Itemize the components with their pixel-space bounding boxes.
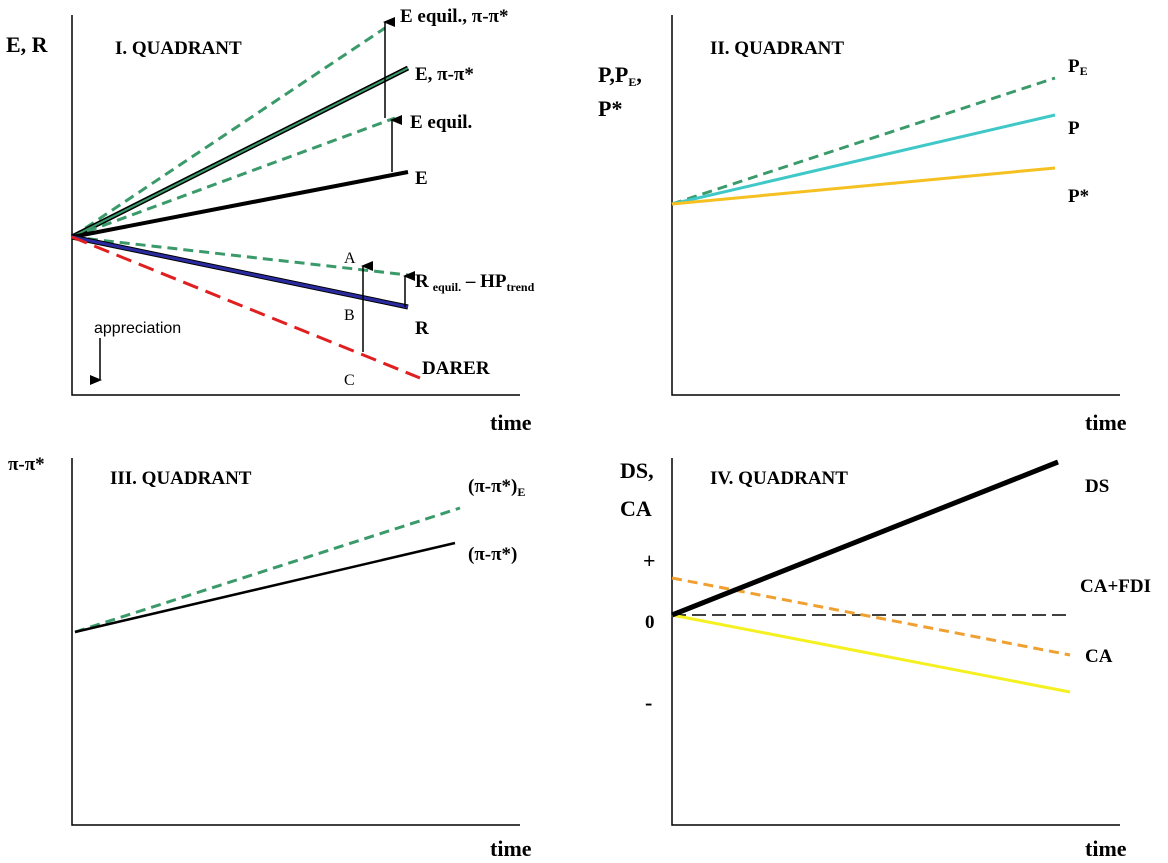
line-label: DS [1085,476,1109,497]
y-axis-label: π-π* [8,454,45,475]
line-label: P [1068,118,1080,139]
line [671,613,1071,694]
line-label: DARER [422,358,490,379]
annotation: appreciation [94,320,181,337]
line-label: (π-π*) [468,544,517,565]
text: P,P [598,62,628,87]
y-axis-label: DS, [620,458,654,483]
subscript: equil. [433,280,461,294]
text: (π-π*) [468,476,517,497]
quadrant-4: DS, CA + 0 - IV. QUADRANT time DS CA+FDI… [620,458,1151,861]
line-label: E, π-π* [415,64,474,85]
subscript: E [628,75,636,89]
line [671,113,1056,206]
axes [71,15,520,396]
line-label: PE [1068,56,1088,78]
line [71,116,396,239]
y-axis-label: P,PE, [598,62,642,89]
axes [671,458,1120,826]
line [71,26,386,239]
axes [71,458,520,826]
line [74,506,461,634]
line [671,76,1056,206]
text: P [1068,56,1080,77]
line [671,166,1056,206]
y-axis-label: CA [620,496,652,521]
text: , [636,62,642,87]
line [74,541,456,634]
axis-mark: 0 [645,612,655,633]
point-label: C [344,372,355,389]
line [71,170,409,239]
axis-mark: + [643,548,656,573]
line-label: R [415,318,429,339]
x-axis-label: time [1085,836,1127,861]
subscript: trend [506,280,534,294]
quadrant-title: II. QUADRANT [710,38,844,59]
text: R [415,271,429,292]
point-label: B [344,307,355,324]
line-label: CA [1085,646,1113,667]
x-axis-label: time [490,836,532,861]
quadrant-2: P,PE, P* II. QUADRANT time PE P P* [598,15,1127,435]
y-axis-label: E, R [6,32,49,57]
line-label: CA+FDI [1080,576,1151,597]
x-axis-label: time [490,410,532,435]
quadrant-1: E, R I. QUADRANT time E equil., π-π* E, … [6,6,535,435]
line [671,459,1059,618]
line-label: E equil., π-π* [400,6,508,27]
axis-mark: - [645,690,652,715]
subscript: E [517,485,525,499]
y-axis-label: P* [598,96,622,121]
x-axis-label: time [1085,410,1127,435]
line [71,235,409,309]
quadrant-title: IV. QUADRANT [710,468,848,489]
quadrant-title: III. QUADRANT [110,468,252,489]
line [71,235,409,277]
quadrant-title: I. QUADRANT [115,38,242,59]
line [71,67,409,238]
quadrant-3: π-π* III. QUADRANT time (π-π*)E (π-π*) [8,454,532,861]
line-label: E equil. [410,112,472,133]
text: – HP [461,271,507,292]
line-label: E [415,168,428,189]
subscript: E [1080,64,1088,78]
axes [671,15,1120,396]
point-label: A [344,250,356,267]
line [71,235,421,380]
line-label: (π-π*)E [468,476,525,499]
line-label: P* [1068,186,1089,207]
